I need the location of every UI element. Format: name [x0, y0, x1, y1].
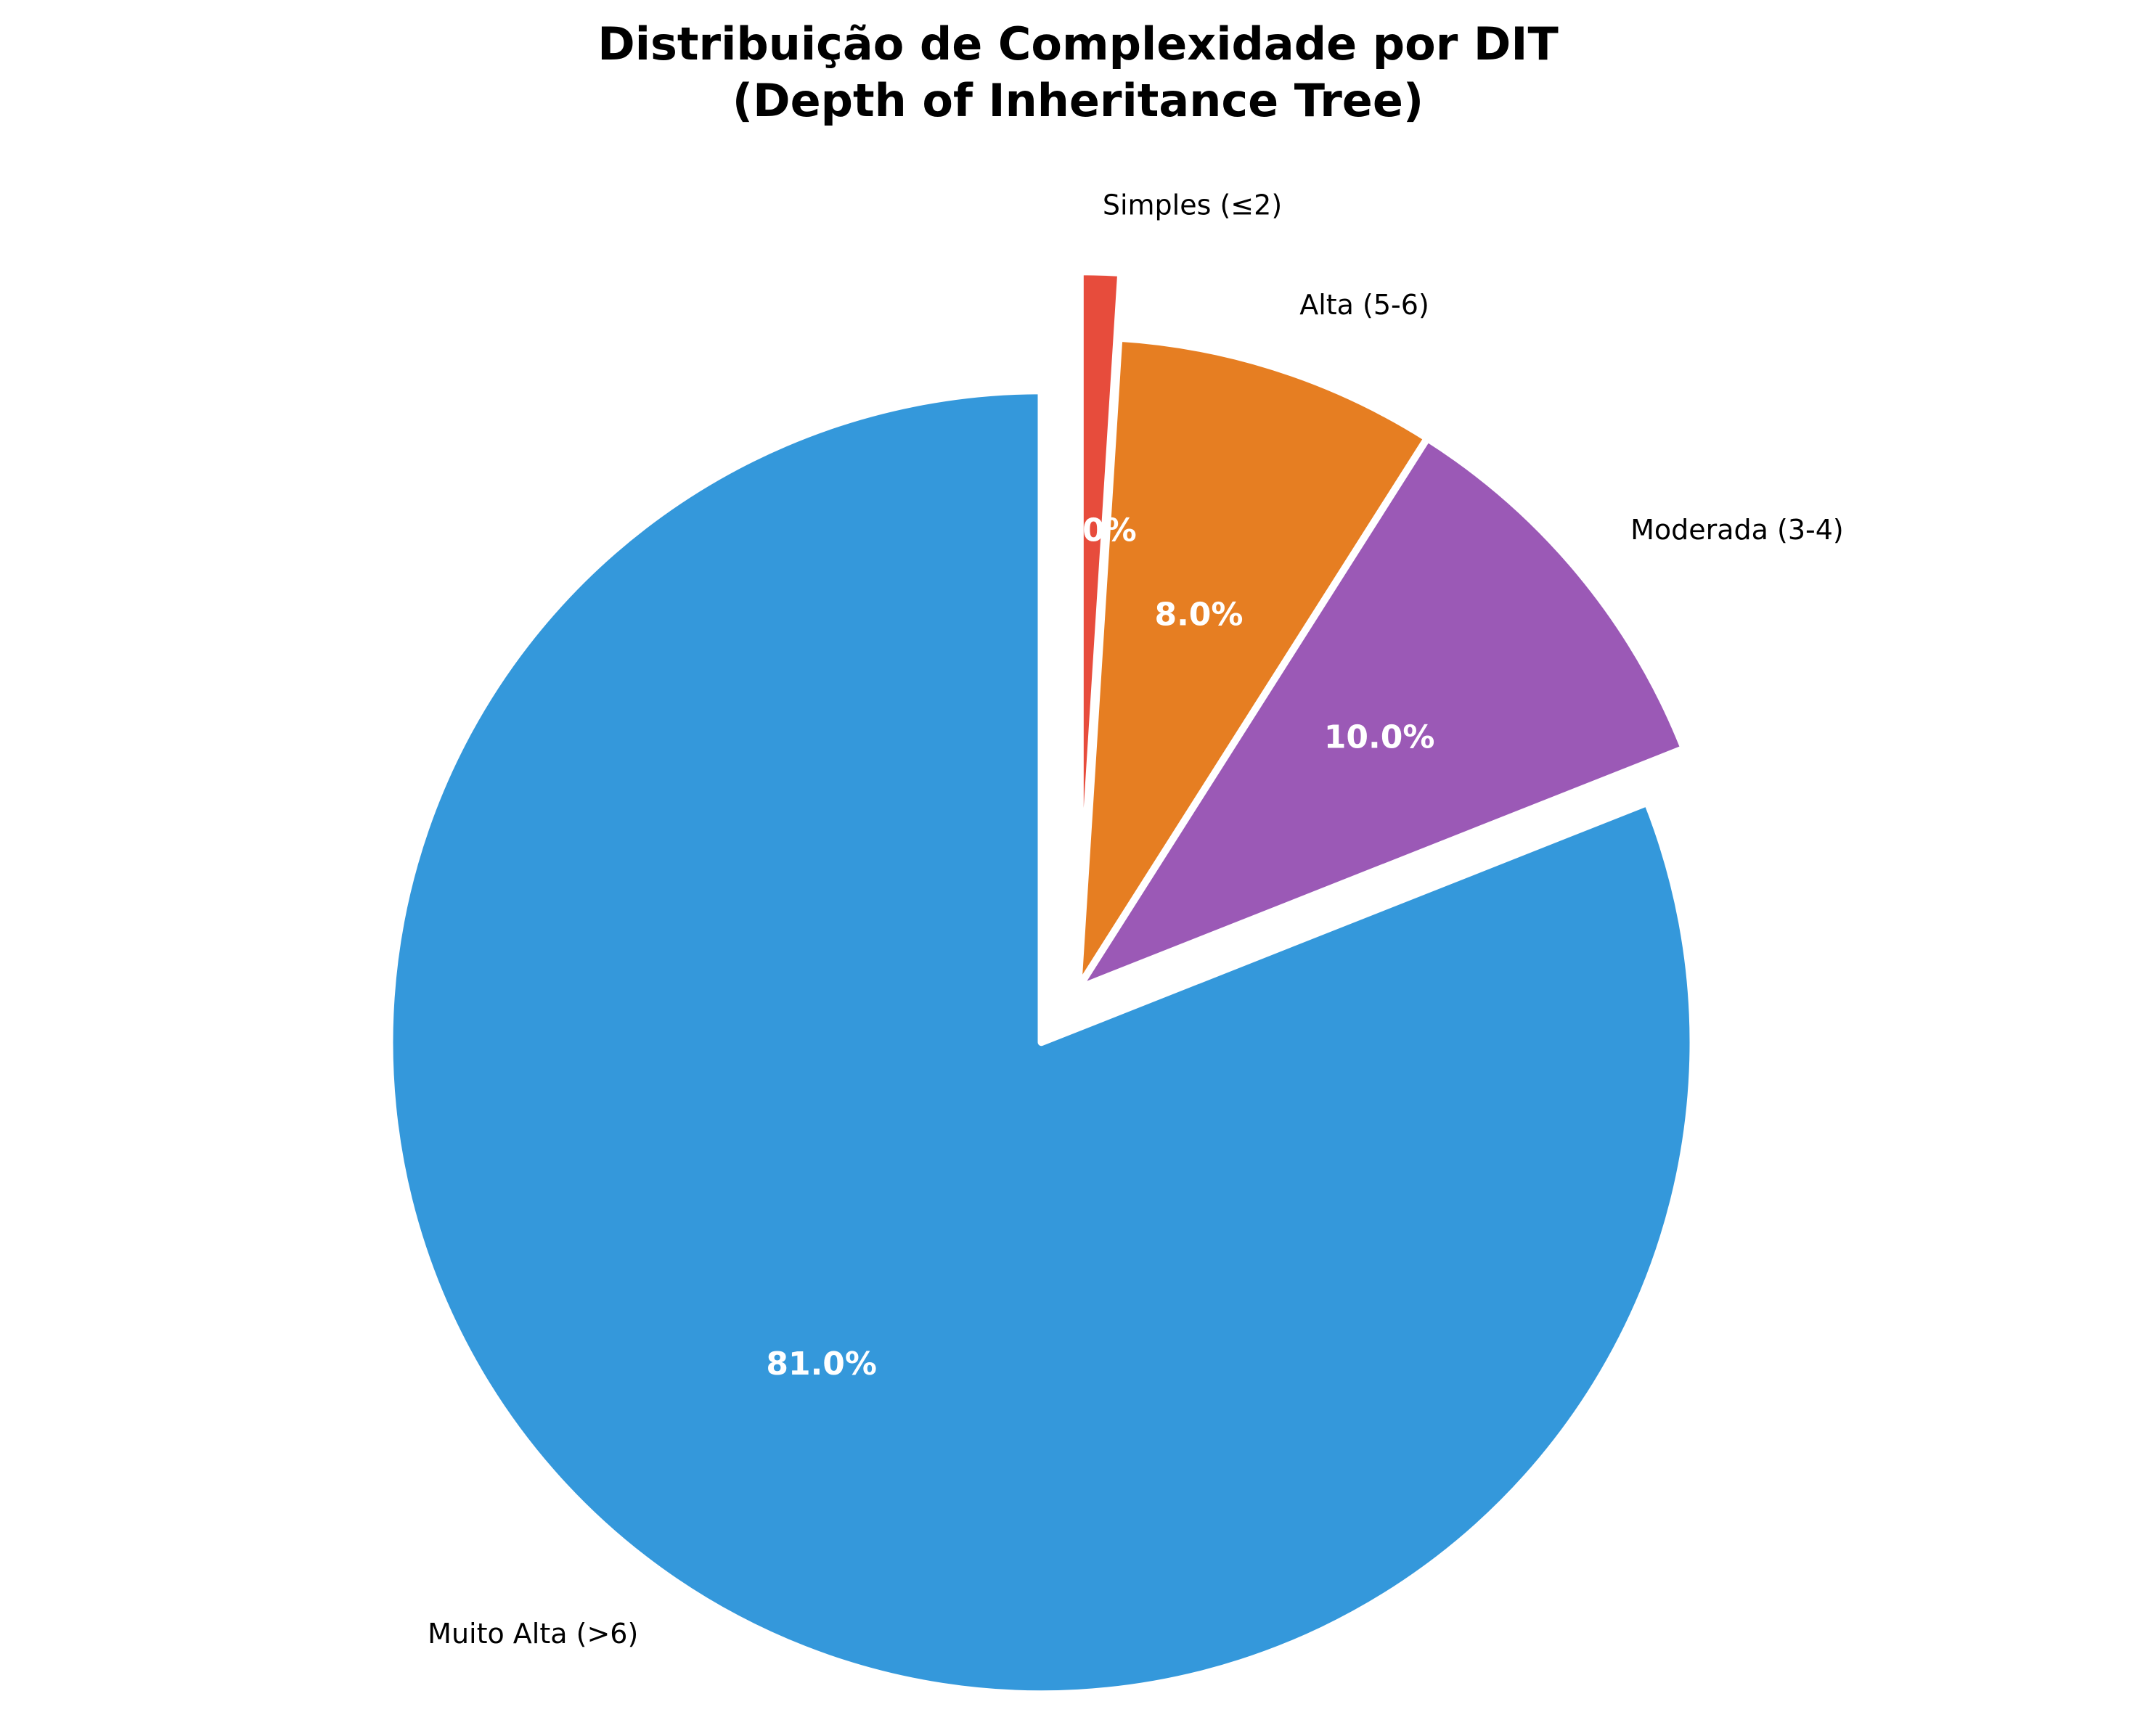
pct-label-alta-5-6: 8.0% — [1154, 597, 1243, 634]
pct-label-muito-alta-6: 81.0% — [766, 1346, 877, 1383]
slice-label-moderada-3-4: Moderada (3-4) — [1630, 514, 1844, 546]
chart-title-line-1: Distribuição de Complexidade por DIT — [597, 17, 1558, 70]
pie-labels: Simples (≤2) 1.0% Alta (5-6) 8.0% Moderada (… — [428, 189, 1844, 1649]
chart-title-line-2: (Depth of Inheritance Tree) — [732, 74, 1424, 127]
slice-label-simples-2: Simples (≤2) — [1103, 189, 1282, 221]
pie-slice-moderada-3-4 — [1074, 434, 1688, 992]
pie-slice-alta-5-6 — [1074, 334, 1432, 992]
slice-label-alta-5-6: Alta (5-6) — [1299, 289, 1429, 321]
slice-label-muito-alta-6: Muito Alta (>6) — [428, 1618, 638, 1650]
pie-slice-muito-alta-6 — [385, 387, 1697, 1698]
pct-label-simples-2: 1.0% — [1048, 512, 1137, 549]
pie-slices — [385, 268, 1697, 1698]
pct-label-moderada-3-4: 10.0% — [1324, 719, 1435, 756]
